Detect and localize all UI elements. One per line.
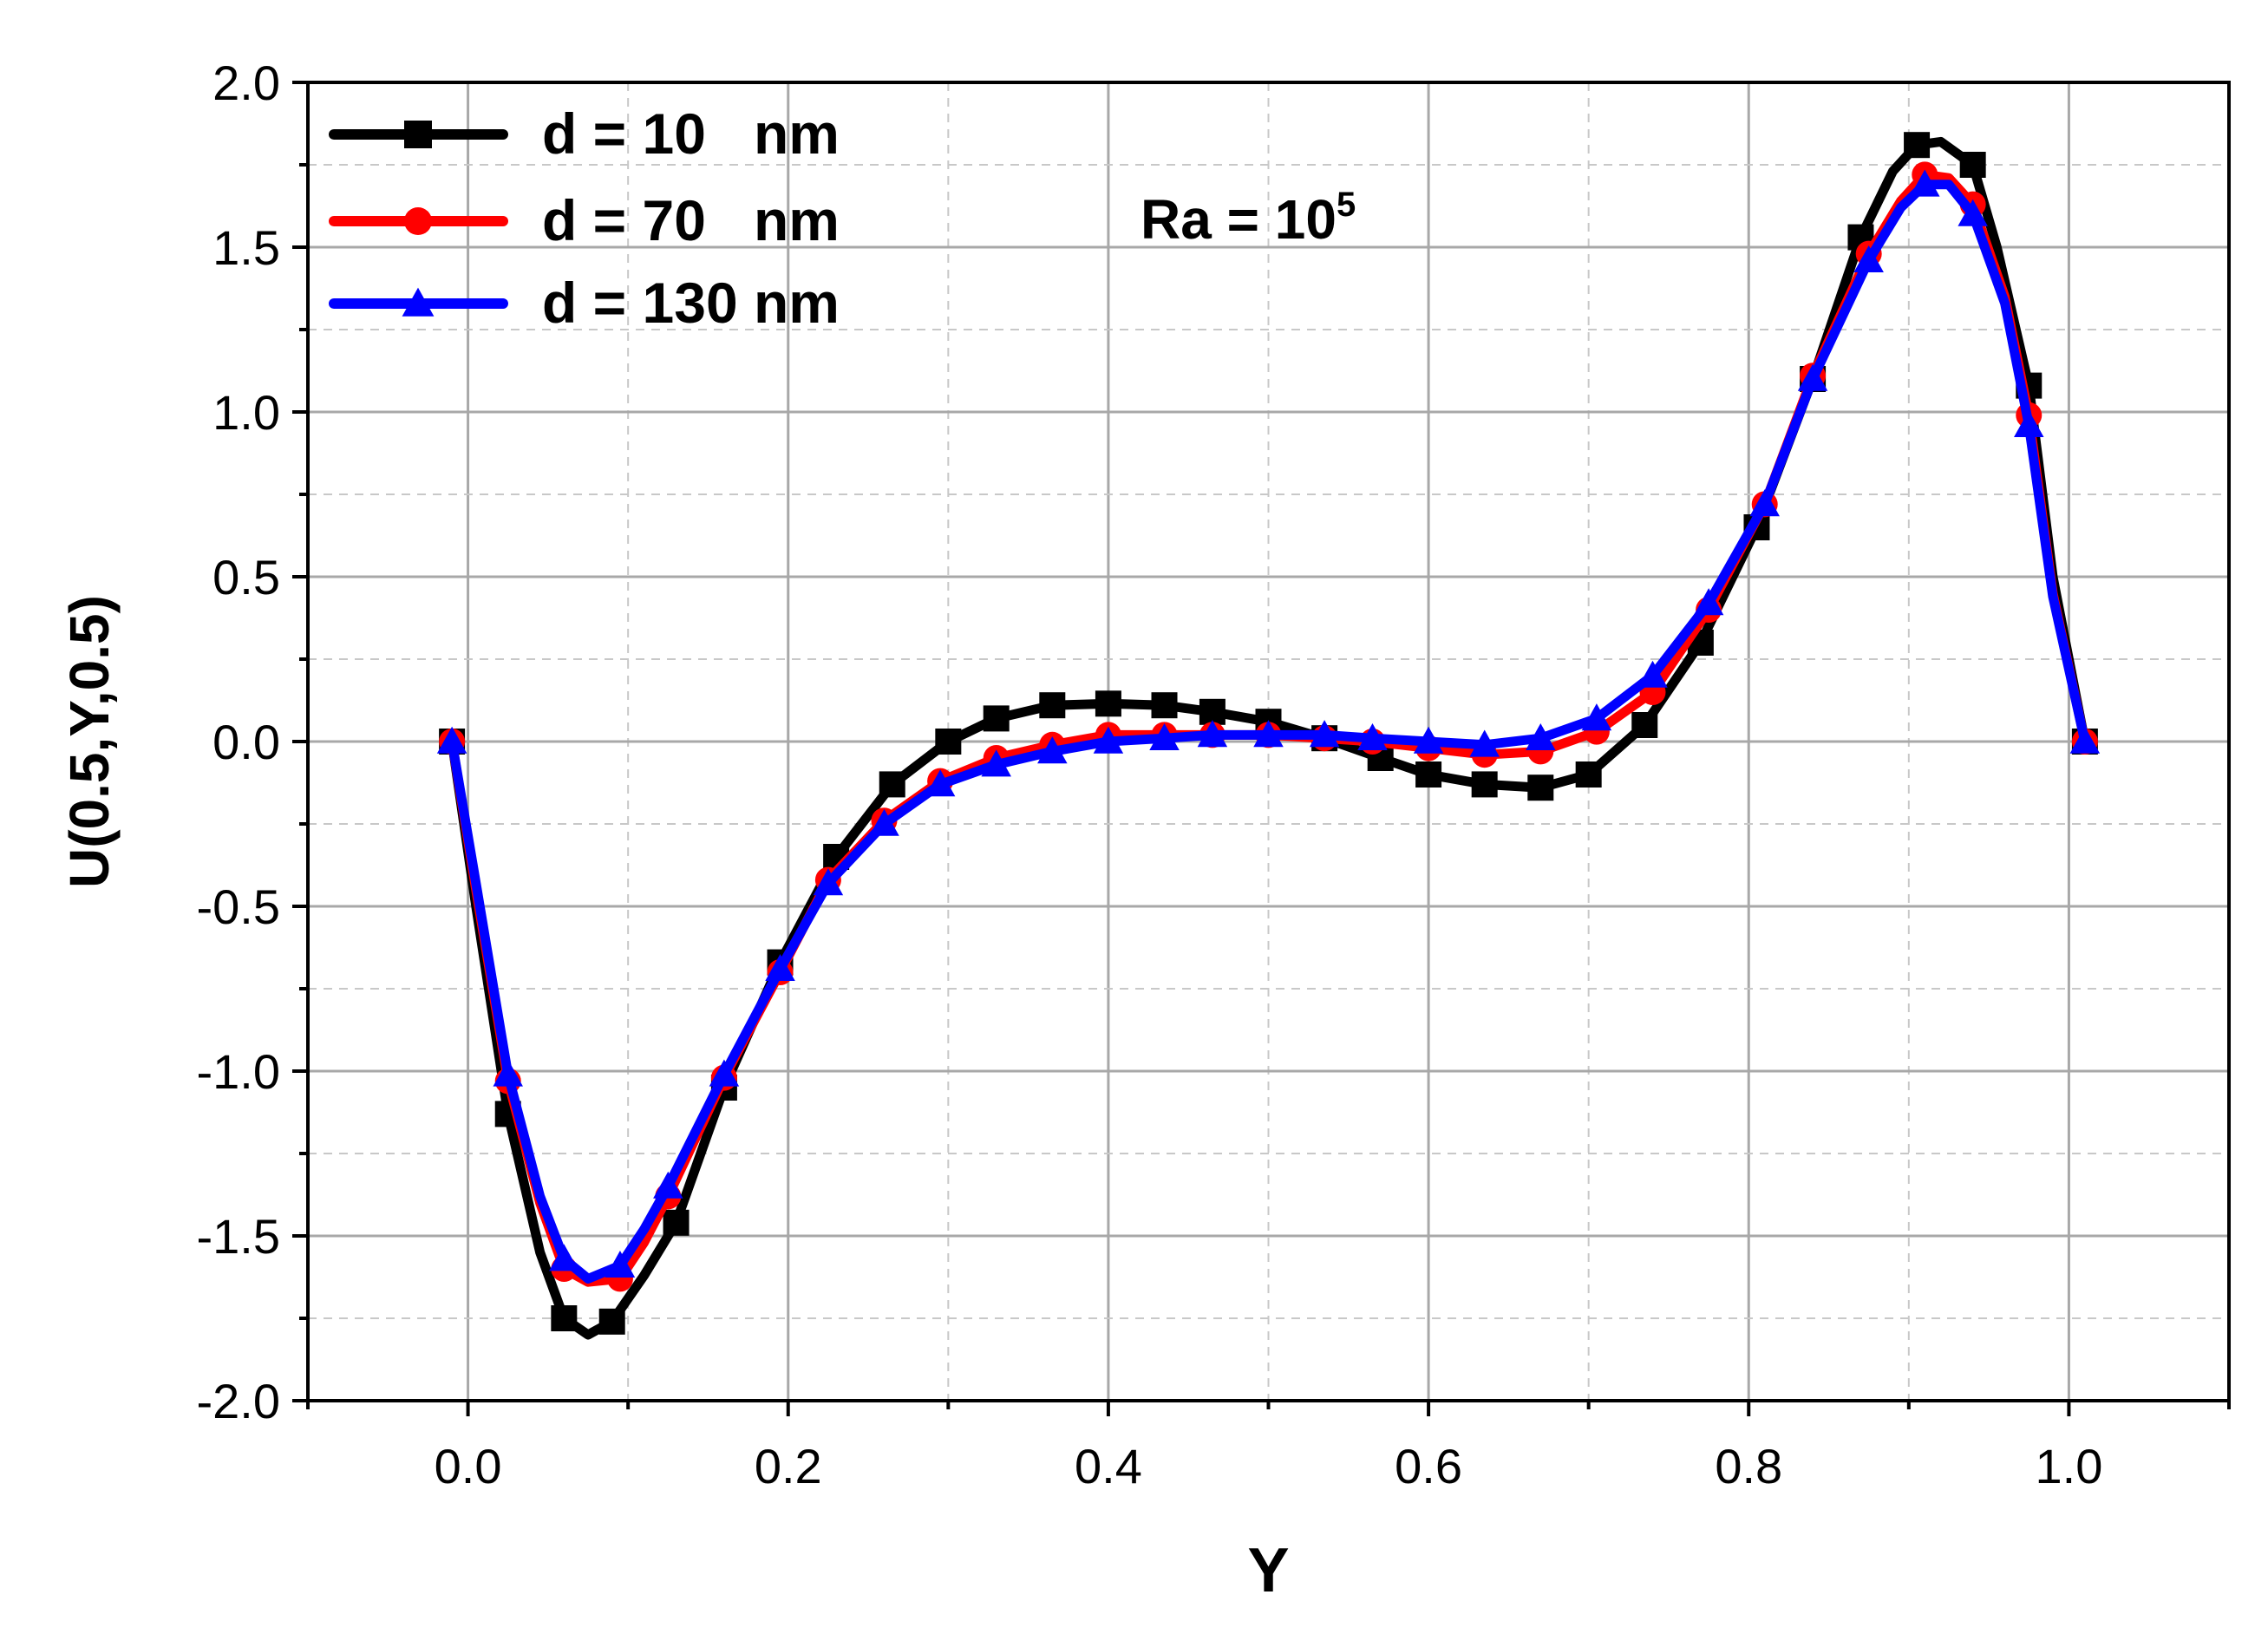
data-point-marker: [765, 953, 795, 981]
legend-item: d = 130 nm: [329, 271, 840, 335]
ra-annotation-base: Ra = 10: [1141, 188, 1337, 251]
y-tick-label: -1.0: [197, 1044, 281, 1099]
ra-annotation-exponent: 5: [1337, 186, 1356, 224]
data-point-marker: [935, 729, 962, 755]
x-tick-label: 0.2: [755, 1439, 822, 1493]
legend-label: d = 70 nm: [542, 188, 840, 252]
data-point-marker: [1357, 722, 1388, 750]
data-point-marker: [1637, 660, 1668, 688]
legend-label: d = 130 nm: [542, 271, 840, 335]
y-tick-label: 1.5: [212, 220, 280, 275]
data-point-marker: [879, 771, 905, 798]
data-point-marker: [1904, 132, 1931, 159]
data-point-marker: [2014, 409, 2044, 437]
data-point-marker: [1415, 761, 1442, 788]
data-point-marker: [1197, 720, 1228, 748]
data-point-marker: [869, 808, 899, 836]
data-point-marker: [1149, 722, 1180, 750]
x-tick-label: 1.0: [2035, 1439, 2102, 1493]
data-point-marker: [1910, 169, 1940, 197]
data-point-marker: [925, 769, 956, 797]
y-tick-label: 1.0: [212, 385, 280, 440]
y-tick-label: -2.0: [197, 1374, 281, 1428]
data-point-marker: [1693, 588, 1724, 616]
data-point-marker: [605, 1250, 636, 1278]
data-point-marker: [598, 1308, 625, 1335]
legend-item: d = 10 nm: [329, 101, 840, 166]
data-point-marker: [1309, 720, 1340, 748]
data-point-marker: [709, 1059, 740, 1087]
data-point-marker: [1631, 712, 1658, 738]
data-point-marker: [1749, 489, 1780, 517]
data-point-marker: [663, 1209, 690, 1236]
data-point-marker: [493, 1059, 523, 1087]
data-point-marker: [1253, 720, 1284, 748]
y-tick-label: 0.0: [212, 715, 280, 769]
data-point-marker: [1413, 726, 1444, 754]
data-point-marker: [1469, 729, 1500, 757]
data-point-marker: [1581, 703, 1612, 731]
y-tick-label: 0.5: [212, 550, 280, 605]
data-point-marker: [549, 1244, 579, 1271]
y-tick-label: 2.0: [212, 56, 280, 110]
legend-label: d = 10 nm: [542, 101, 840, 166]
x-tick-label: 0.8: [1715, 1439, 1782, 1493]
data-point-marker: [1853, 245, 1884, 272]
series-3: [436, 169, 2101, 1284]
ra-annotation: Ra = 105: [1141, 186, 1356, 251]
data-point-marker: [981, 749, 1011, 777]
data-point-marker: [1095, 690, 1121, 717]
legend-marker: [404, 121, 432, 148]
x-axis-title: Y: [1247, 1536, 1289, 1605]
x-tick-label: 0.6: [1395, 1439, 1462, 1493]
data-point-marker: [1959, 152, 1986, 178]
data-point-marker: [983, 705, 1010, 732]
grid: [308, 82, 2229, 1401]
data-point-marker: [1471, 771, 1498, 798]
series-group: [436, 132, 2101, 1340]
data-point-marker: [653, 1171, 683, 1199]
data-point-marker: [2069, 726, 2101, 754]
data-point-marker: [1037, 736, 1068, 764]
y-tick-label: -0.5: [197, 879, 281, 934]
legend-marker: [404, 207, 432, 235]
x-tick-label: 0.0: [435, 1439, 502, 1493]
data-point-marker: [1526, 722, 1556, 750]
data-point-marker: [1958, 199, 1988, 226]
data-point-marker: [1093, 726, 1124, 754]
data-point-marker: [436, 726, 467, 754]
legend-marker: [402, 287, 435, 317]
y-axis-title: U(0.5,Y,0.5): [58, 595, 121, 888]
legend-item: d = 70 nm: [329, 188, 840, 252]
data-point-marker: [1527, 774, 1554, 801]
data-point-marker: [813, 868, 844, 896]
data-point-marker: [1151, 692, 1178, 719]
data-point-marker: [1797, 363, 1828, 391]
axes: 0.0 0.2 0.4 0.6 0.8 1.0 -2.0 -1.5 -1.0 -0.5 0.0 0.5…: [197, 56, 2231, 1493]
y-tick-label: -1.5: [197, 1209, 281, 1264]
data-point-marker: [551, 1305, 578, 1331]
x-tick-label: 0.4: [1075, 1439, 1142, 1493]
legend: d = 10 nm d = 70 nm d = 130 nm: [329, 101, 840, 335]
data-point-marker: [1575, 761, 1602, 788]
data-point-marker: [1039, 692, 1066, 719]
